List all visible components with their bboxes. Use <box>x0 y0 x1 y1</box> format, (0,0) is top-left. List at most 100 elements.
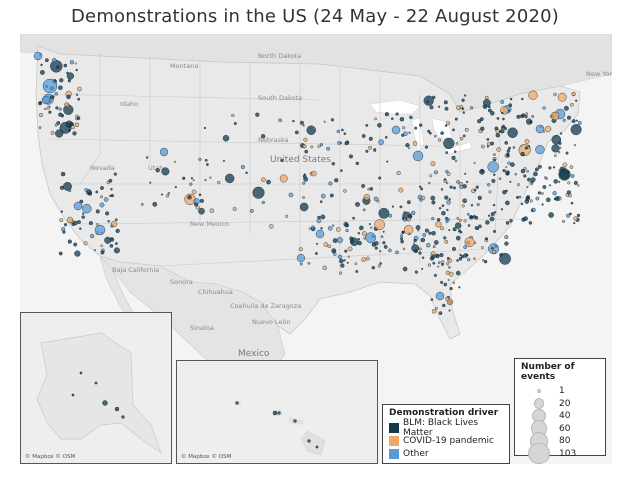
event-marker[interactable] <box>401 230 405 235</box>
event-marker[interactable] <box>422 233 427 237</box>
event-marker[interactable] <box>557 150 561 154</box>
event-marker[interactable] <box>355 201 360 207</box>
event-marker[interactable] <box>436 254 439 257</box>
event-marker[interactable] <box>427 263 431 267</box>
event-marker[interactable] <box>499 252 503 257</box>
event-marker[interactable] <box>361 257 366 262</box>
event-marker[interactable] <box>529 182 534 186</box>
event-marker[interactable] <box>488 214 491 217</box>
event-marker[interactable] <box>332 224 335 227</box>
event-marker[interactable] <box>54 123 58 127</box>
event-marker[interactable] <box>443 282 448 287</box>
event-marker[interactable] <box>528 221 533 225</box>
event-marker[interactable] <box>577 121 582 125</box>
event-marker[interactable] <box>428 231 432 235</box>
event-marker[interactable] <box>552 191 557 196</box>
event-marker[interactable] <box>440 131 444 135</box>
event-marker[interactable] <box>232 207 237 211</box>
event-marker[interactable] <box>81 215 85 219</box>
event-marker[interactable] <box>458 218 462 222</box>
event-marker[interactable] <box>77 97 81 101</box>
event-marker[interactable] <box>341 128 344 132</box>
event-marker[interactable] <box>314 252 318 255</box>
event-marker[interactable] <box>445 170 449 174</box>
event-marker[interactable] <box>480 126 485 131</box>
event-marker[interactable] <box>431 231 436 236</box>
event-marker[interactable] <box>121 415 125 419</box>
event-marker[interactable] <box>570 201 574 205</box>
event-marker[interactable] <box>558 146 562 150</box>
event-marker[interactable] <box>516 195 520 199</box>
event-marker[interactable] <box>445 151 449 155</box>
event-marker[interactable] <box>308 227 312 230</box>
event-marker[interactable] <box>327 225 333 231</box>
event-marker[interactable] <box>279 174 288 183</box>
event-marker[interactable] <box>245 171 248 175</box>
event-marker[interactable] <box>233 121 237 125</box>
event-marker[interactable] <box>551 144 560 153</box>
event-marker[interactable] <box>524 139 530 144</box>
event-marker[interactable] <box>444 106 449 111</box>
event-marker[interactable] <box>222 134 230 142</box>
event-marker[interactable] <box>523 167 527 171</box>
event-marker[interactable] <box>429 256 435 261</box>
event-marker[interactable] <box>307 261 311 265</box>
event-marker[interactable] <box>74 250 81 257</box>
event-marker[interactable] <box>562 162 568 168</box>
event-marker[interactable] <box>373 196 379 202</box>
event-marker[interactable] <box>469 215 473 219</box>
event-marker[interactable] <box>426 242 431 248</box>
event-marker[interactable] <box>149 181 152 184</box>
event-marker[interactable] <box>399 116 405 122</box>
event-marker[interactable] <box>216 180 221 185</box>
event-marker[interactable] <box>67 239 72 244</box>
event-marker[interactable] <box>105 211 110 216</box>
event-marker[interactable] <box>495 132 500 138</box>
event-marker[interactable] <box>95 209 100 214</box>
event-marker[interactable] <box>558 180 561 183</box>
event-marker[interactable] <box>66 94 71 100</box>
event-marker[interactable] <box>145 156 149 159</box>
event-marker[interactable] <box>490 141 494 146</box>
event-marker[interactable] <box>320 193 326 199</box>
map-area[interactable]: Montana North Dakota South Dakota Idaho … <box>20 34 612 465</box>
event-marker[interactable] <box>508 146 511 150</box>
event-marker[interactable] <box>491 178 496 183</box>
event-marker[interactable] <box>83 241 88 246</box>
event-marker[interactable] <box>384 112 389 117</box>
event-marker[interactable] <box>403 131 408 136</box>
event-marker[interactable] <box>437 138 442 142</box>
event-marker[interactable] <box>46 106 50 110</box>
event-marker[interactable] <box>94 381 98 385</box>
event-marker[interactable] <box>209 208 215 213</box>
event-marker[interactable] <box>66 72 75 80</box>
event-marker[interactable] <box>544 176 547 179</box>
event-marker[interactable] <box>493 158 497 162</box>
event-marker[interactable] <box>320 227 323 230</box>
event-marker[interactable] <box>173 160 176 163</box>
event-marker[interactable] <box>398 187 404 193</box>
event-marker[interactable] <box>443 100 448 105</box>
event-marker[interactable] <box>564 105 569 111</box>
event-marker[interactable] <box>559 169 570 180</box>
event-marker[interactable] <box>412 141 418 146</box>
event-marker[interactable] <box>115 228 120 233</box>
event-marker[interactable] <box>38 126 42 129</box>
event-marker[interactable] <box>435 306 438 310</box>
event-marker[interactable] <box>338 258 344 264</box>
event-marker[interactable] <box>108 178 113 183</box>
event-marker[interactable] <box>454 159 458 163</box>
event-marker[interactable] <box>481 259 485 262</box>
event-marker[interactable] <box>473 257 476 260</box>
event-marker[interactable] <box>222 159 225 162</box>
event-marker[interactable] <box>558 141 562 145</box>
event-marker[interactable] <box>316 218 322 224</box>
event-marker[interactable] <box>363 193 371 201</box>
event-marker[interactable] <box>165 194 170 198</box>
event-marker[interactable] <box>79 199 84 204</box>
event-marker[interactable] <box>487 161 499 173</box>
event-marker[interactable] <box>382 241 386 245</box>
event-marker[interactable] <box>554 154 557 158</box>
event-marker[interactable] <box>355 161 359 166</box>
event-marker[interactable] <box>446 208 449 212</box>
